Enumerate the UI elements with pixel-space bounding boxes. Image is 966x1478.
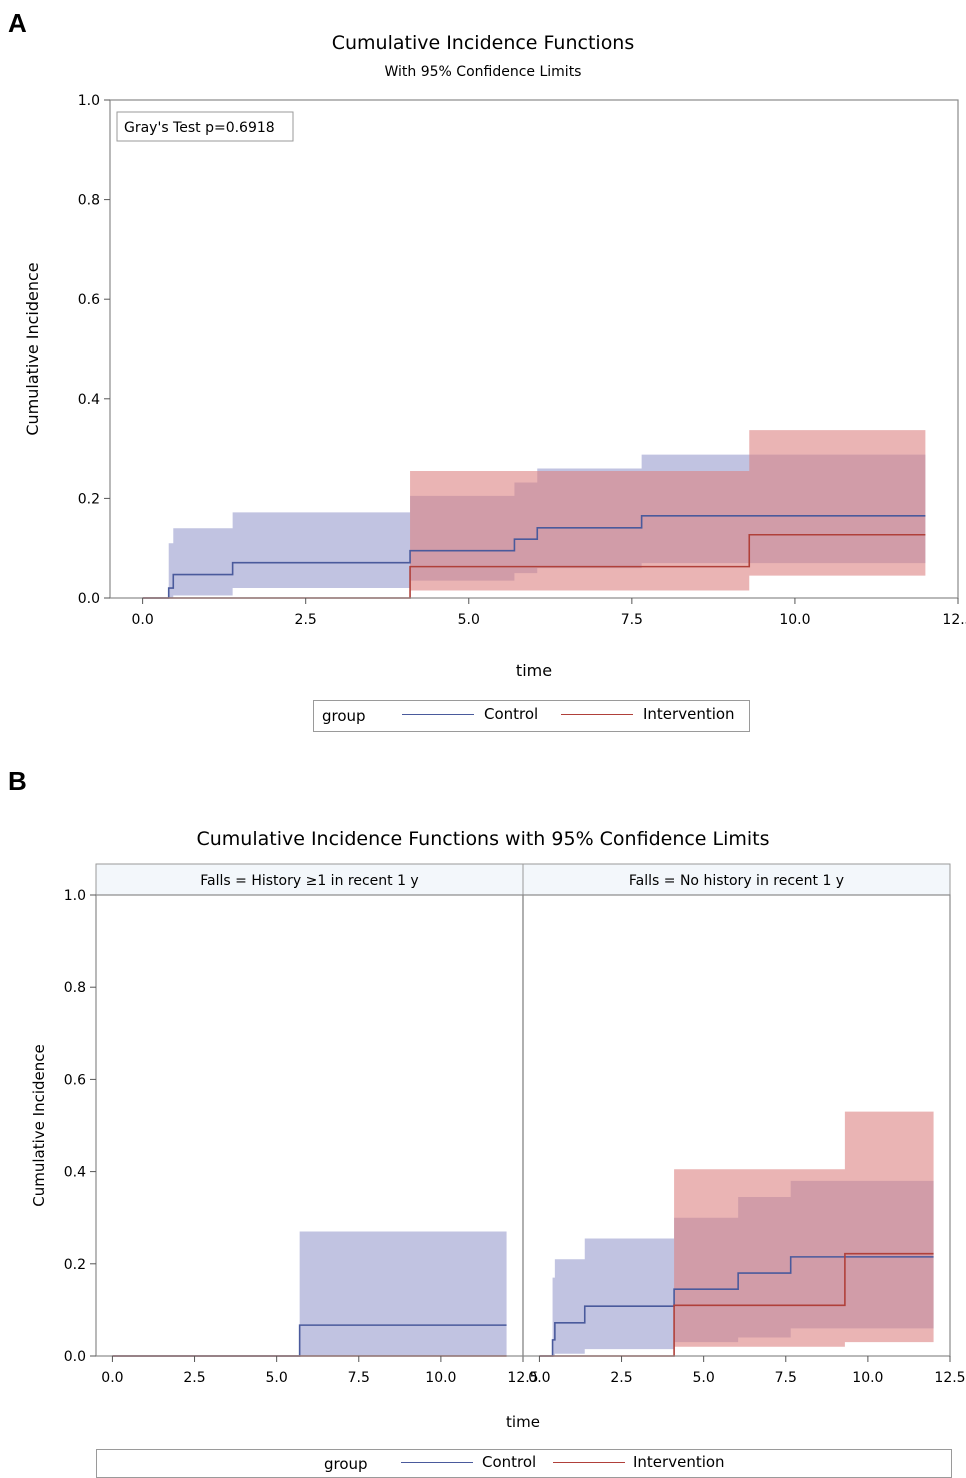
panel-a-y-tick-label: 1.0 bbox=[78, 93, 100, 109]
strata-label-1: Falls = History ≥1 in recent 1 y bbox=[200, 873, 418, 889]
legend-title: group bbox=[322, 707, 366, 725]
legend-b-intervention-label: Intervention bbox=[633, 1453, 725, 1471]
panel-b-left-y-tick-label: 0.6 bbox=[64, 1072, 86, 1088]
legend-b-intervention-line bbox=[553, 1462, 625, 1463]
panel-a-x-tick-label: 2.5 bbox=[295, 612, 317, 628]
panel-b-right-intervention-ci-band bbox=[539, 1111, 934, 1356]
legend-b-control-line bbox=[401, 1462, 473, 1463]
panel-b-left-y-tick-label: 1.0 bbox=[64, 888, 86, 904]
legend-control-label: Control bbox=[484, 705, 539, 723]
strata-header-2 bbox=[522, 863, 951, 896]
panel-b-title: Cumulative Incidence Functions with 95% … bbox=[196, 828, 770, 850]
legend-control-line bbox=[402, 714, 474, 715]
panel-a-x-tick-label: 5.0 bbox=[458, 612, 480, 628]
gray-test-box bbox=[116, 111, 294, 142]
legend-title-b: group bbox=[324, 1455, 368, 1473]
panel-b-right-x-tick-label: 10.0 bbox=[852, 1370, 883, 1386]
panel-b-left-x-tick-label: 0.0 bbox=[101, 1370, 123, 1386]
panel-a-x-tick-label: 12.5 bbox=[942, 612, 966, 628]
panel-a-x-tick-label: 10.0 bbox=[779, 612, 810, 628]
panel-a-letter: A bbox=[8, 8, 27, 38]
panel-b-left-y-tick-label: 0.4 bbox=[64, 1165, 86, 1181]
panel-b-right-plot-frame bbox=[522, 894, 951, 1357]
legend-intervention-label: Intervention bbox=[643, 705, 735, 723]
panel-b-legend: group Control Intervention bbox=[96, 1449, 952, 1478]
panel-b-right-x-tick-label: 2.5 bbox=[610, 1370, 632, 1386]
panel-b-right-x-tick-label: 12.5 bbox=[934, 1370, 965, 1386]
panel-b-right-x-tick-label: 5.0 bbox=[693, 1370, 715, 1386]
panel-b-plot: Falls = History ≥1 in recent 1 y Falls = … bbox=[30, 863, 966, 1431]
panel-b-x-axis-label: time bbox=[506, 1413, 540, 1431]
panel-b-letter: B bbox=[8, 766, 27, 796]
panel-a-intervention-ci-band bbox=[142, 430, 926, 598]
panel-a-y-tick-label: 0.6 bbox=[78, 292, 100, 308]
panel-a-title: Cumulative Incidence Functions bbox=[331, 32, 635, 54]
legend-b-control-label: Control bbox=[482, 1453, 537, 1471]
panel-b-right-x-tick-label: 7.5 bbox=[775, 1370, 797, 1386]
panel-b-left-x-tick-label: 2.5 bbox=[183, 1370, 205, 1386]
panel-a-y-axis-label: Cumulative Incidence bbox=[23, 262, 42, 435]
panel-a-plot: 0.0 2.5 5.0 7.5 10.0 12.5 0.0 0.2 0.4 0.6 0.8 1.0 ti… bbox=[23, 93, 966, 680]
panel-a-control-line bbox=[142, 515, 926, 599]
panel-a-subtitle: With 95% Confidence Limits bbox=[384, 64, 582, 80]
panel-a-x-axis-label: time bbox=[516, 661, 552, 680]
panel-a-y-tick-label: 0.4 bbox=[78, 392, 100, 408]
panel-b-left-control-ci-band bbox=[112, 1231, 507, 1356]
legend-intervention-line bbox=[561, 714, 633, 715]
panel-a-x-tick-label: 0.0 bbox=[131, 612, 153, 628]
panel-a-plot-frame bbox=[109, 99, 959, 599]
panel-b-left-x-tick-label: 10.0 bbox=[425, 1370, 456, 1386]
panel-b-left-y-tick-label: 0.2 bbox=[64, 1257, 86, 1273]
panel-b-left-x-tick-label: 5.0 bbox=[266, 1370, 288, 1386]
panel-b-left-x-tick-label: 12.5 bbox=[507, 1370, 538, 1386]
gray-test-annotation: Gray's Test p=0.6918 bbox=[124, 120, 275, 136]
panel-a-x-tick-label: 7.5 bbox=[621, 612, 643, 628]
panel-b-right-x-tick-label: 0.0 bbox=[528, 1370, 550, 1386]
panel-b-left-y-tick-label: 0.0 bbox=[64, 1349, 86, 1365]
panel-b-left-y-tick-label: 0.8 bbox=[64, 980, 86, 996]
strata-label-2: Falls = No history in recent 1 y bbox=[629, 873, 844, 889]
panel-b-y-axis-label: Cumulative Incidence bbox=[30, 1044, 48, 1206]
panel-a-y-tick-label: 0.8 bbox=[78, 193, 100, 209]
panel-a-legend: group Control Intervention bbox=[313, 700, 750, 732]
panel-b-right-control-line bbox=[539, 1256, 934, 1357]
panel-a-y-tick-label: 0.0 bbox=[78, 591, 100, 607]
panel-b-left-x-tick-label: 7.5 bbox=[348, 1370, 370, 1386]
panel-a-y-tick-label: 0.2 bbox=[78, 491, 100, 507]
